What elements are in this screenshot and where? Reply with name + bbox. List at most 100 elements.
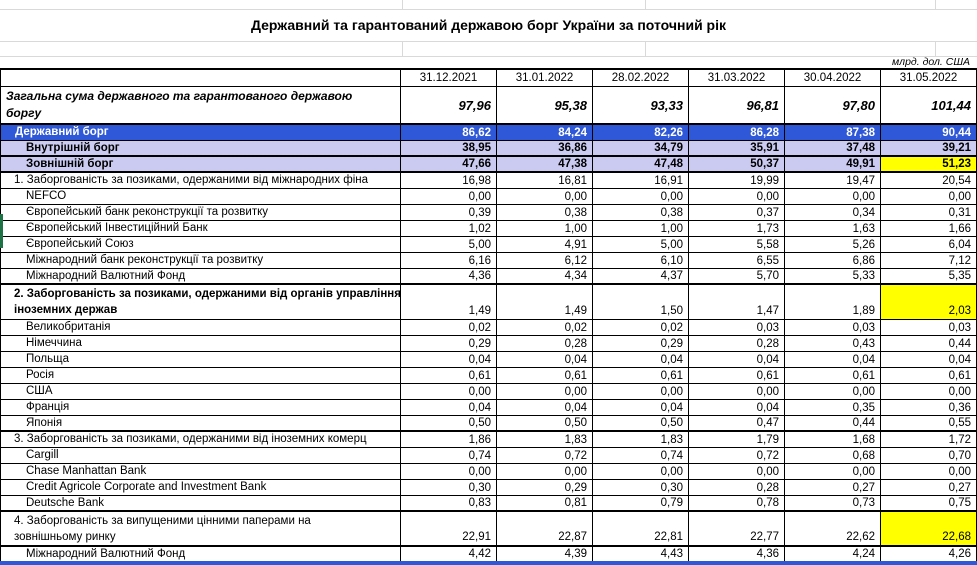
cell-value[interactable]: 38,95 (400, 141, 496, 155)
cell-value[interactable]: 0,03 (688, 320, 784, 335)
cell-label[interactable]: Європейський Інвестиційний Банк (1, 221, 400, 236)
cell-value[interactable]: 0,29 (400, 336, 496, 351)
cell-label[interactable]: Міжнародний Валютний Фонд (1, 547, 400, 561)
cell-label[interactable]: Великобританія (1, 320, 400, 335)
cell-value[interactable]: 0,44 (784, 416, 880, 430)
cell-value[interactable]: 0,30 (400, 480, 496, 495)
cell-value[interactable]: 5,00 (400, 237, 496, 252)
cell-value[interactable]: 4,37 (592, 269, 688, 283)
cell-value[interactable]: 0,70 (880, 448, 976, 463)
cell-value[interactable]: 2,03 (880, 285, 976, 319)
cell-value[interactable]: 0,81 (496, 496, 592, 510)
cell-label[interactable]: Франція (1, 400, 400, 415)
cell-value[interactable]: 0,31 (880, 205, 976, 220)
cell-value[interactable]: 0,30 (592, 480, 688, 495)
cell-value[interactable]: 1,83 (592, 432, 688, 447)
cell-value[interactable]: 36,86 (496, 141, 592, 155)
cell-value[interactable]: 49,91 (784, 157, 880, 171)
cell-value[interactable]: 5,00 (592, 237, 688, 252)
cell-value[interactable]: 22,77 (688, 512, 784, 545)
cell-value[interactable]: 1,00 (592, 221, 688, 236)
cell-value[interactable]: 0,78 (688, 496, 784, 510)
cell-value[interactable]: 84,24 (496, 125, 592, 140)
cell-value[interactable]: 0,00 (496, 384, 592, 399)
cell-label[interactable]: Зовнішній борг (1, 157, 400, 171)
cell-value[interactable]: 1,47 (688, 285, 784, 319)
cell-value[interactable]: 0,27 (880, 480, 976, 495)
cell-value[interactable]: 50,37 (688, 157, 784, 171)
cell-value[interactable]: 47,66 (400, 157, 496, 171)
cell-value[interactable]: 0,61 (496, 368, 592, 383)
cell-value[interactable]: 0,00 (496, 464, 592, 479)
cell-label[interactable]: 4. Заборгованість за випущеними цінними … (1, 512, 400, 545)
cell-value[interactable]: 0,35 (784, 400, 880, 415)
cell-value[interactable]: 4,36 (400, 269, 496, 283)
cell-value[interactable]: 0,73 (784, 496, 880, 510)
cell-value[interactable]: 6,10 (592, 253, 688, 268)
cell-value[interactable]: 86,28 (688, 125, 784, 140)
cell-value[interactable]: 5,33 (784, 269, 880, 283)
cell-value[interactable]: 0,04 (496, 352, 592, 367)
cell-value[interactable]: 82,26 (592, 125, 688, 140)
cell-label[interactable]: Загальна сума державного та гарантованог… (1, 87, 400, 123)
cell-value[interactable]: 1,63 (784, 221, 880, 236)
cell-value[interactable]: 39,21 (880, 141, 976, 155)
cell-value[interactable]: 95,38 (496, 87, 592, 123)
cell-value[interactable]: 0,83 (400, 496, 496, 510)
column-header-cell[interactable]: 31.12.2021 (400, 70, 496, 86)
column-header-cell[interactable]: 31.01.2022 (496, 70, 592, 86)
cell-value[interactable]: 0,38 (496, 205, 592, 220)
cell-value[interactable]: 101,44 (880, 87, 976, 123)
cell-value[interactable]: 93,33 (592, 87, 688, 123)
cell-value[interactable]: 87,38 (784, 125, 880, 140)
cell-value[interactable]: 1,50 (592, 285, 688, 319)
cell-value[interactable]: 1,00 (496, 221, 592, 236)
cell-label[interactable]: Європейський Союз (1, 237, 400, 252)
cell-value[interactable]: 0,72 (688, 448, 784, 463)
cell-value[interactable]: 4,34 (496, 269, 592, 283)
cell-value[interactable]: 47,48 (592, 157, 688, 171)
cell-value[interactable]: 0,00 (880, 464, 976, 479)
cell-value[interactable]: 22,62 (784, 512, 880, 545)
cell-value[interactable]: 97,80 (784, 87, 880, 123)
cell-value[interactable]: 22,68 (880, 512, 976, 545)
cell-value[interactable]: 34,79 (592, 141, 688, 155)
cell-value[interactable]: 0,00 (688, 464, 784, 479)
cell-value[interactable]: 0,29 (496, 480, 592, 495)
cell-value[interactable]: 0,28 (688, 336, 784, 351)
cell-value[interactable]: 6,12 (496, 253, 592, 268)
cell-value[interactable]: 16,98 (400, 173, 496, 188)
cell-value[interactable]: 0,74 (400, 448, 496, 463)
sheet-title-cell[interactable]: Державний та гарантований державою борг … (250, 17, 727, 33)
cell-value[interactable]: 0,04 (880, 352, 976, 367)
cell-value[interactable]: 0,27 (784, 480, 880, 495)
cell-value[interactable]: 0,50 (592, 416, 688, 430)
cell-label[interactable]: Польща (1, 352, 400, 367)
cell-label[interactable]: 2. Заборгованість за позиками, одержаним… (1, 285, 400, 319)
cell-value[interactable]: 0,04 (400, 352, 496, 367)
cell-value[interactable]: 16,91 (592, 173, 688, 188)
cell-value[interactable]: 0,00 (880, 189, 976, 204)
cell-value[interactable]: 0,55 (880, 416, 976, 430)
cell-value[interactable]: 5,70 (688, 269, 784, 283)
cell-value[interactable]: 6,55 (688, 253, 784, 268)
cell-value[interactable]: 1,02 (400, 221, 496, 236)
cell-value[interactable]: 0,04 (400, 400, 496, 415)
cell-label[interactable]: Японія (1, 416, 400, 430)
cell-value[interactable]: 0,00 (784, 384, 880, 399)
cell-value[interactable]: 51,23 (880, 157, 976, 171)
column-header-cell[interactable]: 30.04.2022 (784, 70, 880, 86)
cell-value[interactable]: 0,61 (592, 368, 688, 383)
cell-value[interactable]: 0,74 (592, 448, 688, 463)
cell-value[interactable]: 0,61 (688, 368, 784, 383)
cell-value[interactable]: 0,43 (784, 336, 880, 351)
cell-value[interactable]: 96,81 (688, 87, 784, 123)
cell-value[interactable]: 22,91 (400, 512, 496, 545)
cell-value[interactable]: 0,72 (496, 448, 592, 463)
cell-label[interactable]: NEFCO (1, 189, 400, 204)
cell-value[interactable]: 1,83 (496, 432, 592, 447)
cell-label[interactable]: Внутрішній борг (1, 141, 400, 155)
cell-value[interactable]: 1,49 (400, 285, 496, 319)
cell-value[interactable]: 0,50 (400, 416, 496, 430)
cell-value[interactable]: 4,26 (880, 547, 976, 561)
